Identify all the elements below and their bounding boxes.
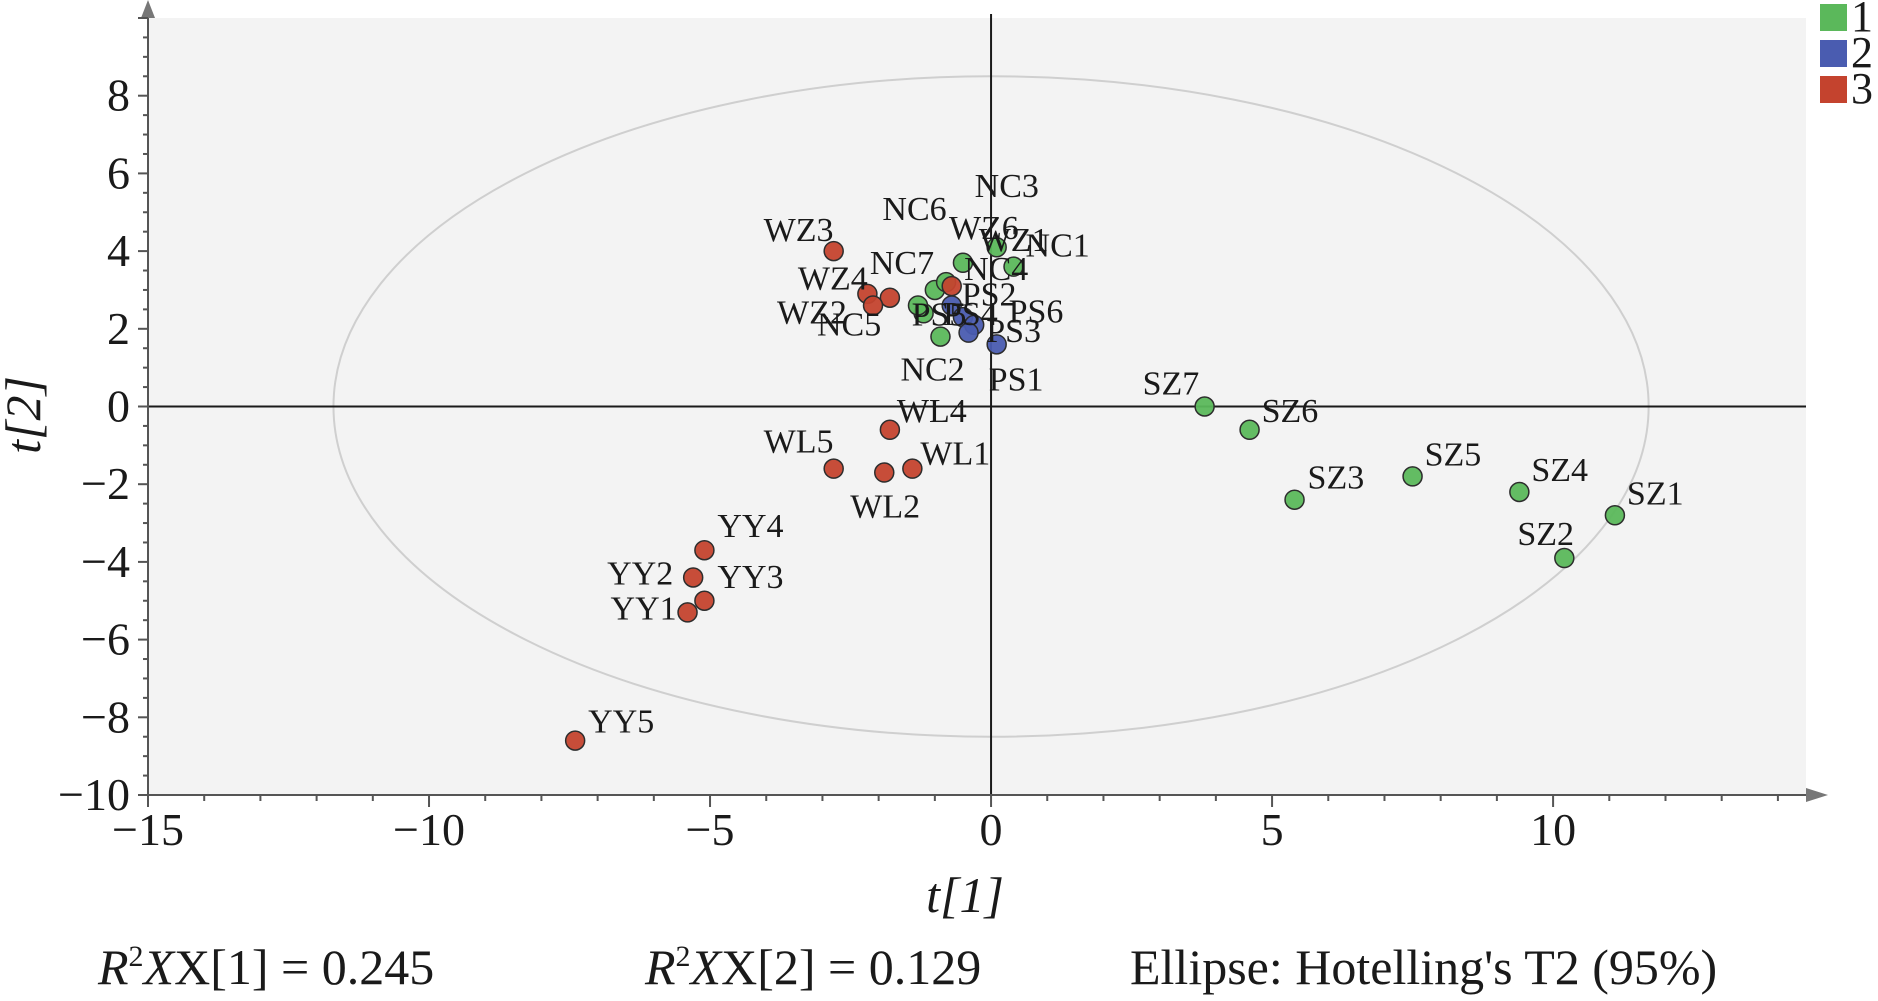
point-label-wl5: WL5 [764,424,834,461]
x-tick-label: 0 [980,804,1003,855]
point-label-sz6: SZ6 [1262,393,1319,430]
y-tick-label: −6 [81,614,130,665]
point-label-ps4: PS4 [943,296,998,333]
point-label-ps3: PS3 [986,313,1041,350]
r2x2-value: X[2] = 0.129 [721,939,982,995]
data-point-yy1 [677,602,698,623]
data-point-nc1 [1003,256,1024,277]
data-point-wz6 [952,252,974,274]
point-label-yy2: YY2 [607,555,673,592]
y-tick-label: 4 [107,225,130,276]
data-point-sz2 [1554,547,1575,569]
data-point-wl4 [879,419,901,441]
data-point-wz3 [823,240,844,262]
x-tick-label: −15 [112,804,184,855]
data-point-nc3 [986,236,1007,258]
data-point-ps6 [958,322,979,343]
point-label-yy5: YY5 [588,704,654,741]
data-point-wl2 [874,462,895,483]
point-label-nc2: NC2 [900,352,964,389]
point-label-nc3: NC3 [975,168,1039,205]
y-axis-title: t[2] [0,376,51,454]
y-tick-label: 0 [107,381,130,432]
point-label-nc1: NC1 [1026,228,1090,265]
data-point-sz4 [1509,481,1530,503]
point-label-wz2: WZ2 [777,294,847,331]
data-point-sz5 [1402,466,1423,487]
legend-swatch-1 [1820,4,1847,31]
data-point-yy3 [694,590,715,611]
data-point-wz4 [879,287,901,308]
data-point-sz6 [1239,419,1260,441]
point-label-yy3: YY3 [717,559,783,596]
point-label-sz1: SZ1 [1627,475,1684,512]
data-point-nc2 [930,326,951,347]
data-point-sz7 [1194,396,1215,417]
r2x1-value: X[1] = 0.245 [174,939,435,995]
y-tick-label: 8 [107,70,130,121]
point-label-wz4: WZ4 [798,261,868,298]
data-point-yy5 [564,730,586,751]
x-axis-title: t[1] [926,867,1004,923]
x-tick-label: 5 [1261,804,1284,855]
point-label-sz5: SZ5 [1425,436,1482,473]
x-axis-arrow [1806,788,1828,802]
y-tick-label: 6 [107,147,130,198]
data-point-ps1 [986,334,1007,355]
y-tick-label: −8 [81,691,130,742]
point-label-wl2: WL2 [850,489,920,526]
point-label-nc5: NC5 [817,306,881,343]
r2x1-stat: R2XX[1] = 0.245 [98,939,435,995]
point-label-ps6: PS6 [1009,294,1064,331]
legend-swatch-3 [1820,76,1847,103]
r2x2-stat: R2XX[2] = 0.129 [645,939,982,995]
y-tick-label: −10 [58,769,130,820]
data-point-wl1 [902,458,923,479]
data-point-sz1 [1604,505,1626,526]
point-label-sz4: SZ4 [1531,452,1588,489]
point-label-nc7: NC7 [870,245,934,282]
point-label-yy4: YY4 [717,508,783,545]
point-label-sz7: SZ7 [1143,366,1200,403]
data-point-wl5 [823,458,844,479]
point-label-yy1: YY1 [611,590,677,627]
y-tick-label: −4 [81,536,130,587]
data-point-sz3 [1284,489,1305,510]
x-tick-label: −5 [686,804,735,855]
y-tick-label: −2 [81,458,130,509]
y-axis-arrow [141,0,155,18]
data-point-wz2 [862,295,884,316]
y-tick-label: 2 [107,303,130,354]
point-label-wl1: WL1 [920,436,990,473]
point-label-wz6: WZ6 [949,210,1019,247]
legend-swatch-2 [1820,40,1847,67]
legend-label-3: 3 [1851,64,1873,113]
point-label-ps1: PS1 [989,361,1044,398]
point-label-ps5: PS5 [912,296,967,333]
x-tick-label: 10 [1530,804,1576,855]
data-point-yy4 [694,539,715,561]
point-label-sz2: SZ2 [1517,516,1574,553]
point-label-wz1: WZ1 [979,222,1049,259]
point-label-nc4: NC4 [964,251,1028,288]
legend-label-2: 2 [1851,28,1873,77]
point-label-ps2: PS2 [962,276,1017,313]
data-point-yy2 [682,567,704,588]
x-tick-label: −10 [393,804,465,855]
point-label-nc6: NC6 [882,191,946,228]
point-label-wz3: WZ3 [764,212,834,249]
data-point-wz1 [941,275,962,297]
legend-label-1: 1 [1851,0,1873,41]
point-label-sz3: SZ3 [1308,460,1365,497]
point-label-wl4: WL4 [897,393,967,430]
ellipse-note: Ellipse: Hotelling's T2 (95%) [1130,939,1718,995]
data-point-nc5 [907,295,929,316]
